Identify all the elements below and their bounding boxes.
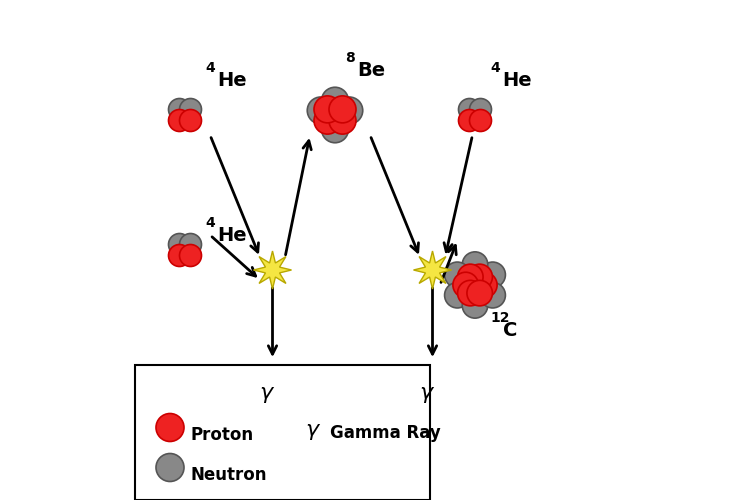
Circle shape bbox=[445, 282, 470, 308]
Circle shape bbox=[458, 98, 481, 120]
Text: $\gamma$: $\gamma$ bbox=[419, 385, 436, 405]
Text: 4: 4 bbox=[490, 61, 500, 75]
Circle shape bbox=[169, 98, 190, 120]
Text: C: C bbox=[503, 321, 517, 340]
Circle shape bbox=[329, 107, 356, 134]
Text: He: He bbox=[503, 71, 532, 90]
Text: 4: 4 bbox=[205, 216, 214, 230]
Circle shape bbox=[314, 107, 341, 134]
Text: Gamma Ray: Gamma Ray bbox=[330, 424, 441, 442]
Circle shape bbox=[314, 96, 341, 123]
Circle shape bbox=[458, 110, 481, 132]
Circle shape bbox=[336, 97, 363, 124]
Circle shape bbox=[169, 110, 190, 132]
Text: 8: 8 bbox=[345, 51, 355, 65]
FancyBboxPatch shape bbox=[135, 365, 430, 500]
Circle shape bbox=[470, 98, 491, 120]
Text: $\gamma$: $\gamma$ bbox=[260, 385, 275, 405]
Circle shape bbox=[179, 244, 202, 266]
Circle shape bbox=[156, 454, 184, 481]
Text: Proton: Proton bbox=[190, 426, 253, 444]
Circle shape bbox=[458, 264, 483, 289]
Text: 12: 12 bbox=[490, 311, 509, 325]
Text: Neutron: Neutron bbox=[190, 466, 266, 484]
Circle shape bbox=[467, 280, 493, 306]
Text: He: He bbox=[217, 71, 248, 90]
Circle shape bbox=[322, 87, 349, 115]
Circle shape bbox=[480, 282, 506, 308]
Circle shape bbox=[169, 234, 190, 256]
Polygon shape bbox=[254, 251, 292, 289]
Circle shape bbox=[322, 116, 349, 143]
Circle shape bbox=[308, 97, 334, 124]
Circle shape bbox=[470, 110, 491, 132]
Circle shape bbox=[169, 244, 190, 266]
Text: Be: Be bbox=[358, 61, 386, 80]
Circle shape bbox=[472, 272, 497, 297]
Circle shape bbox=[453, 272, 478, 297]
Circle shape bbox=[329, 96, 356, 123]
Circle shape bbox=[462, 292, 488, 318]
Circle shape bbox=[179, 98, 202, 120]
Text: $\gamma$: $\gamma$ bbox=[305, 422, 321, 442]
Circle shape bbox=[179, 234, 202, 256]
Circle shape bbox=[462, 252, 488, 278]
Circle shape bbox=[179, 110, 202, 132]
Polygon shape bbox=[413, 251, 452, 289]
Circle shape bbox=[458, 280, 483, 306]
Circle shape bbox=[156, 414, 184, 442]
Circle shape bbox=[445, 262, 470, 287]
Text: 4: 4 bbox=[205, 61, 214, 75]
Circle shape bbox=[480, 262, 506, 287]
Circle shape bbox=[467, 264, 493, 289]
Text: He: He bbox=[217, 226, 248, 245]
